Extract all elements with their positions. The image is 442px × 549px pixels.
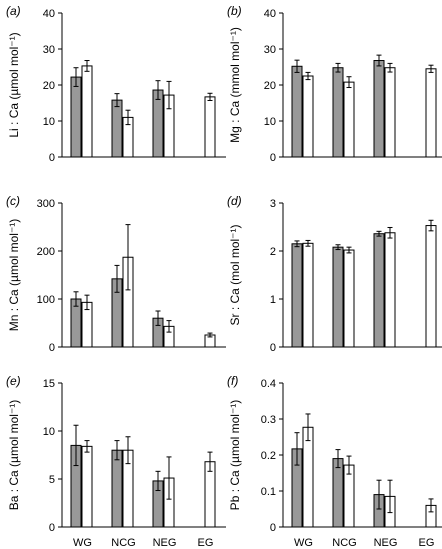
y-tick-label: 20: [43, 80, 55, 92]
bar-ncg-series-2: [343, 249, 355, 348]
panel-label: (c): [6, 194, 20, 208]
y-tick-label: 10: [43, 426, 55, 438]
bar-eg-series-2: [204, 96, 216, 158]
x-category-label-eg: EG: [198, 537, 214, 549]
panel-label: (d): [227, 194, 242, 208]
bar-wg-series-1: [70, 76, 82, 158]
bar-ncg-series-1: [111, 99, 123, 158]
y-tick-label: 0.2: [261, 450, 276, 462]
y-tick-label: 0: [49, 522, 55, 534]
y-tick-label: 100: [37, 294, 55, 306]
bar-wg-series-1: [291, 65, 303, 158]
bar-wg-series-2: [81, 65, 93, 158]
bar-ncg-series-1: [332, 458, 344, 528]
panel-label: (f): [227, 374, 238, 388]
y-tick-label: 30: [43, 44, 55, 56]
y-tick-label: 0.4: [261, 378, 276, 390]
bar-neg-series-2: [384, 232, 396, 348]
x-category-label-neg: NEG: [153, 537, 177, 549]
y-axis-label: Mn : Ca (µmol mol⁻¹): [7, 219, 21, 332]
x-category-label-eg: EG: [419, 537, 435, 549]
y-tick-label: 20: [264, 80, 276, 92]
bar-neg-series-1: [373, 233, 385, 348]
y-axis-label: Li : Ca (µmol mol⁻¹): [7, 32, 21, 137]
bar-wg-series-2: [302, 426, 314, 528]
y-tick-label: 30: [264, 44, 276, 56]
y-tick-label: 0: [270, 522, 276, 534]
panel-label: (a): [6, 4, 21, 18]
panel-f: (f) 0 0.1 0.2 0.3 0.4 Pb : Ca (µmol mol⁻¹) WG NC…: [227, 374, 442, 549]
y-tick-label: 200: [37, 246, 55, 258]
y-tick-label: 0.1: [261, 486, 276, 498]
panel-label: (e): [6, 374, 21, 388]
y-axis-label: Pb : Ca (µmol mol⁻¹): [228, 400, 242, 511]
y-tick-label: 0: [270, 152, 276, 164]
y-tick-label: 300: [37, 198, 55, 210]
x-category-label-neg: NEG: [374, 537, 398, 549]
y-tick-label: 2: [270, 246, 276, 258]
x-category-label-wg: WG: [73, 537, 92, 549]
bar-ncg-series-1: [332, 246, 344, 348]
y-tick-label: 15: [43, 378, 55, 390]
bar-ncg-series-2: [343, 81, 355, 158]
panel-d: (d) 0 1 2 3 Sr : Ca (mol mol⁻¹): [227, 194, 442, 354]
bar-wg-series-1: [291, 243, 303, 348]
bar-eg-series-2: [425, 68, 437, 158]
panel-e: (e) 0 5 10 15 Ba : Ca (µmol mol⁻¹) WG NCG NEG EG: [6, 374, 226, 549]
x-category-label-ncg: NCG: [332, 537, 356, 549]
y-tick-label: 10: [43, 116, 55, 128]
bar-ncg-series-1: [332, 67, 344, 158]
y-tick-label: 1: [270, 294, 276, 306]
y-tick-label: 0: [270, 342, 276, 354]
y-axis-label: Sr : Ca (mol mol⁻¹): [228, 224, 242, 325]
bar-wg-series-2: [302, 75, 314, 158]
bar-wg-series-2: [302, 242, 314, 348]
y-axis-label: Ba : Ca (µmol mol⁻¹): [7, 400, 21, 511]
y-tick-label: 3: [270, 198, 276, 210]
x-category-label-wg: WG: [294, 537, 313, 549]
y-tick-label: 0: [49, 342, 55, 354]
x-category-label-ncg: NCG: [111, 537, 135, 549]
panel-a: (a) 0 10 20 30 40 Li : Ca (µmol mol⁻¹): [6, 4, 226, 164]
y-tick-label: 0: [49, 152, 55, 164]
panel-b: (b) 0 10 20 30 40 Mg : Ca (mmol mol⁻¹): [227, 4, 442, 164]
bar-neg-series-1: [152, 89, 164, 158]
y-tick-label: 10: [264, 116, 276, 128]
bar-neg-series-2: [384, 67, 396, 158]
y-tick-label: 5: [49, 474, 55, 486]
y-tick-label: 40: [43, 8, 55, 20]
y-axis-label: Mg : Ca (mmol mol⁻¹): [228, 27, 242, 143]
bar-eg-series-2: [425, 225, 437, 348]
bar-wg-series-2: [81, 445, 93, 528]
panel-c: (c) 0 100 200 300 Mn : Ca (µmol mol⁻¹): [6, 194, 226, 354]
bar-ncg-series-1: [111, 449, 123, 528]
y-tick-label: 0.3: [261, 414, 276, 426]
y-tick-label: 40: [264, 8, 276, 20]
panel-label: (b): [227, 4, 242, 18]
bar-neg-series-1: [373, 60, 385, 158]
